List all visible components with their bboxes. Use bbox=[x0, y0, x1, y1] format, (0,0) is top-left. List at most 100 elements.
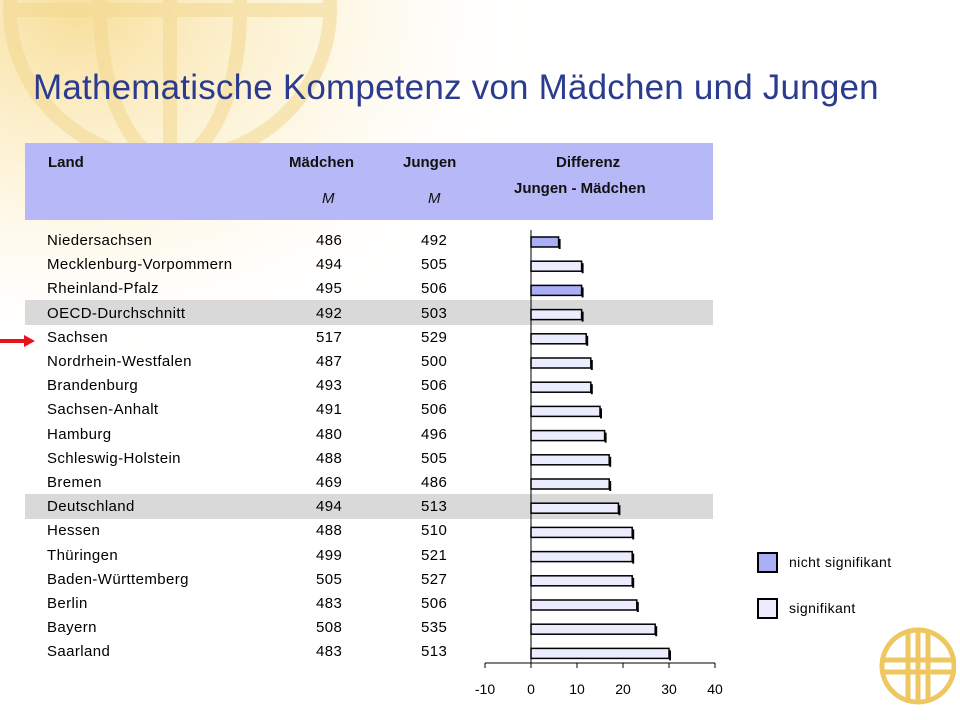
row-maedchen: 492 bbox=[316, 305, 343, 322]
x-tick-label: -10 bbox=[475, 681, 495, 697]
bar-3 bbox=[530, 308, 583, 321]
header-differenz-sub: Jungen - Mädchen bbox=[514, 180, 646, 197]
row-jungen: 506 bbox=[421, 401, 448, 418]
bar-shadow-3 bbox=[581, 311, 584, 322]
x-tick-label: 20 bbox=[615, 681, 631, 697]
row-jungen: 521 bbox=[421, 547, 448, 564]
row-maedchen: 508 bbox=[316, 619, 343, 636]
bar-14 bbox=[530, 575, 633, 587]
row-maedchen: 494 bbox=[316, 498, 343, 515]
row-jungen: 496 bbox=[421, 426, 448, 443]
row-maedchen: 480 bbox=[316, 426, 343, 443]
row-maedchen: 495 bbox=[316, 280, 343, 297]
row-maedchen: 488 bbox=[316, 450, 343, 467]
row-maedchen: 487 bbox=[316, 353, 343, 370]
row-land: Deutschland bbox=[47, 498, 135, 515]
bar-shadow-17 bbox=[669, 650, 671, 661]
row-land: Hamburg bbox=[47, 426, 112, 443]
header-jungen: Jungen bbox=[403, 154, 457, 171]
x-tick-label: 0 bbox=[527, 681, 535, 697]
row-maedchen: 469 bbox=[316, 474, 343, 491]
bar-shadow-12 bbox=[632, 529, 635, 540]
row-land: Nordrhein-Westfalen bbox=[47, 353, 192, 370]
row-jungen: 500 bbox=[421, 353, 448, 370]
header-maedchen: Mädchen bbox=[289, 154, 355, 171]
bar-shadow-5 bbox=[590, 360, 593, 370]
header-differenz: Differenz bbox=[556, 154, 621, 171]
table-header bbox=[25, 143, 713, 220]
row-jungen: 527 bbox=[421, 571, 448, 588]
row-jungen: 513 bbox=[421, 643, 448, 660]
row-maedchen: 486 bbox=[316, 232, 343, 249]
row-land: Mecklenburg-Vorpommern bbox=[47, 256, 233, 273]
row-land: Sachsen bbox=[47, 329, 109, 346]
bar-1 bbox=[530, 260, 583, 272]
bar-17 bbox=[530, 647, 670, 660]
row-jungen: 506 bbox=[421, 595, 448, 612]
bar-shadow-13 bbox=[632, 553, 635, 564]
row-jungen: 492 bbox=[421, 232, 448, 249]
bar-11 bbox=[530, 502, 620, 514]
bar-16 bbox=[530, 623, 656, 635]
bar-shadow-4 bbox=[586, 335, 589, 346]
row-maedchen: 483 bbox=[316, 643, 343, 660]
bar-2 bbox=[530, 284, 583, 297]
row-land: Schleswig-Holstein bbox=[47, 450, 181, 467]
row-land: Thüringen bbox=[47, 547, 119, 564]
row-maedchen: 517 bbox=[316, 329, 343, 346]
bar-5 bbox=[530, 357, 592, 369]
row-jungen: 503 bbox=[421, 305, 448, 322]
row-jungen: 506 bbox=[421, 377, 448, 394]
bar-7 bbox=[530, 405, 601, 418]
row-maedchen: 499 bbox=[316, 547, 343, 564]
row-jungen: 486 bbox=[421, 474, 448, 491]
bar-shadow-0 bbox=[558, 239, 561, 249]
bar-shadow-8 bbox=[604, 432, 607, 443]
difference-bar-chart: -10 0 10 20 30 40 bbox=[475, 230, 723, 697]
row-maedchen: 483 bbox=[316, 595, 343, 612]
row-jungen: 505 bbox=[421, 256, 448, 273]
row-land: Bremen bbox=[47, 474, 102, 491]
bar-shadow-11 bbox=[618, 505, 621, 516]
row-land: Baden-Württemberg bbox=[47, 571, 189, 588]
bar-13 bbox=[530, 550, 633, 563]
x-tick-label: 30 bbox=[661, 681, 677, 697]
bar-shadow-14 bbox=[632, 577, 635, 588]
bar-12 bbox=[530, 526, 633, 539]
bar-shadow-7 bbox=[600, 408, 602, 419]
header-maedchen-unit: M bbox=[322, 190, 335, 207]
row-maedchen: 493 bbox=[316, 377, 343, 394]
legend-label-nicht-signifikant: nicht signifikant bbox=[789, 554, 892, 570]
bar-shadow-16 bbox=[655, 626, 658, 637]
x-tick-label: 10 bbox=[569, 681, 585, 697]
row-jungen: 506 bbox=[421, 280, 448, 297]
row-maedchen: 488 bbox=[316, 522, 343, 539]
x-tick-label: 40 bbox=[707, 681, 723, 697]
row-jungen: 535 bbox=[421, 619, 448, 636]
row-land: Berlin bbox=[47, 595, 88, 612]
page-title: Mathematische Kompetenz von Mädchen und … bbox=[33, 68, 879, 107]
row-land: OECD-Durchschnitt bbox=[47, 305, 186, 322]
row-land: Sachsen-Anhalt bbox=[47, 401, 159, 418]
row-jungen: 505 bbox=[421, 450, 448, 467]
legend-swatch-nicht-signifikant bbox=[757, 552, 778, 573]
bar-shadow-2 bbox=[581, 287, 584, 298]
legend-label-signifikant: signifikant bbox=[789, 600, 856, 616]
row-land: Brandenburg bbox=[47, 377, 139, 394]
row-maedchen: 491 bbox=[316, 401, 343, 418]
bar-4 bbox=[530, 333, 587, 345]
row-jungen: 529 bbox=[421, 329, 448, 346]
bar-9 bbox=[530, 454, 610, 466]
legend-swatch-signifikant bbox=[757, 598, 778, 619]
row-maedchen: 494 bbox=[316, 256, 343, 273]
row-land: Niedersachsen bbox=[47, 232, 153, 249]
bar-shadow-6 bbox=[590, 384, 593, 395]
bar-0 bbox=[530, 236, 560, 248]
row-land: Bayern bbox=[47, 619, 97, 636]
row-jungen: 510 bbox=[421, 522, 448, 539]
bar-15 bbox=[530, 599, 638, 611]
bar-10 bbox=[530, 478, 610, 490]
header-land: Land bbox=[48, 154, 84, 171]
arrow-sachsen-icon bbox=[0, 335, 35, 347]
